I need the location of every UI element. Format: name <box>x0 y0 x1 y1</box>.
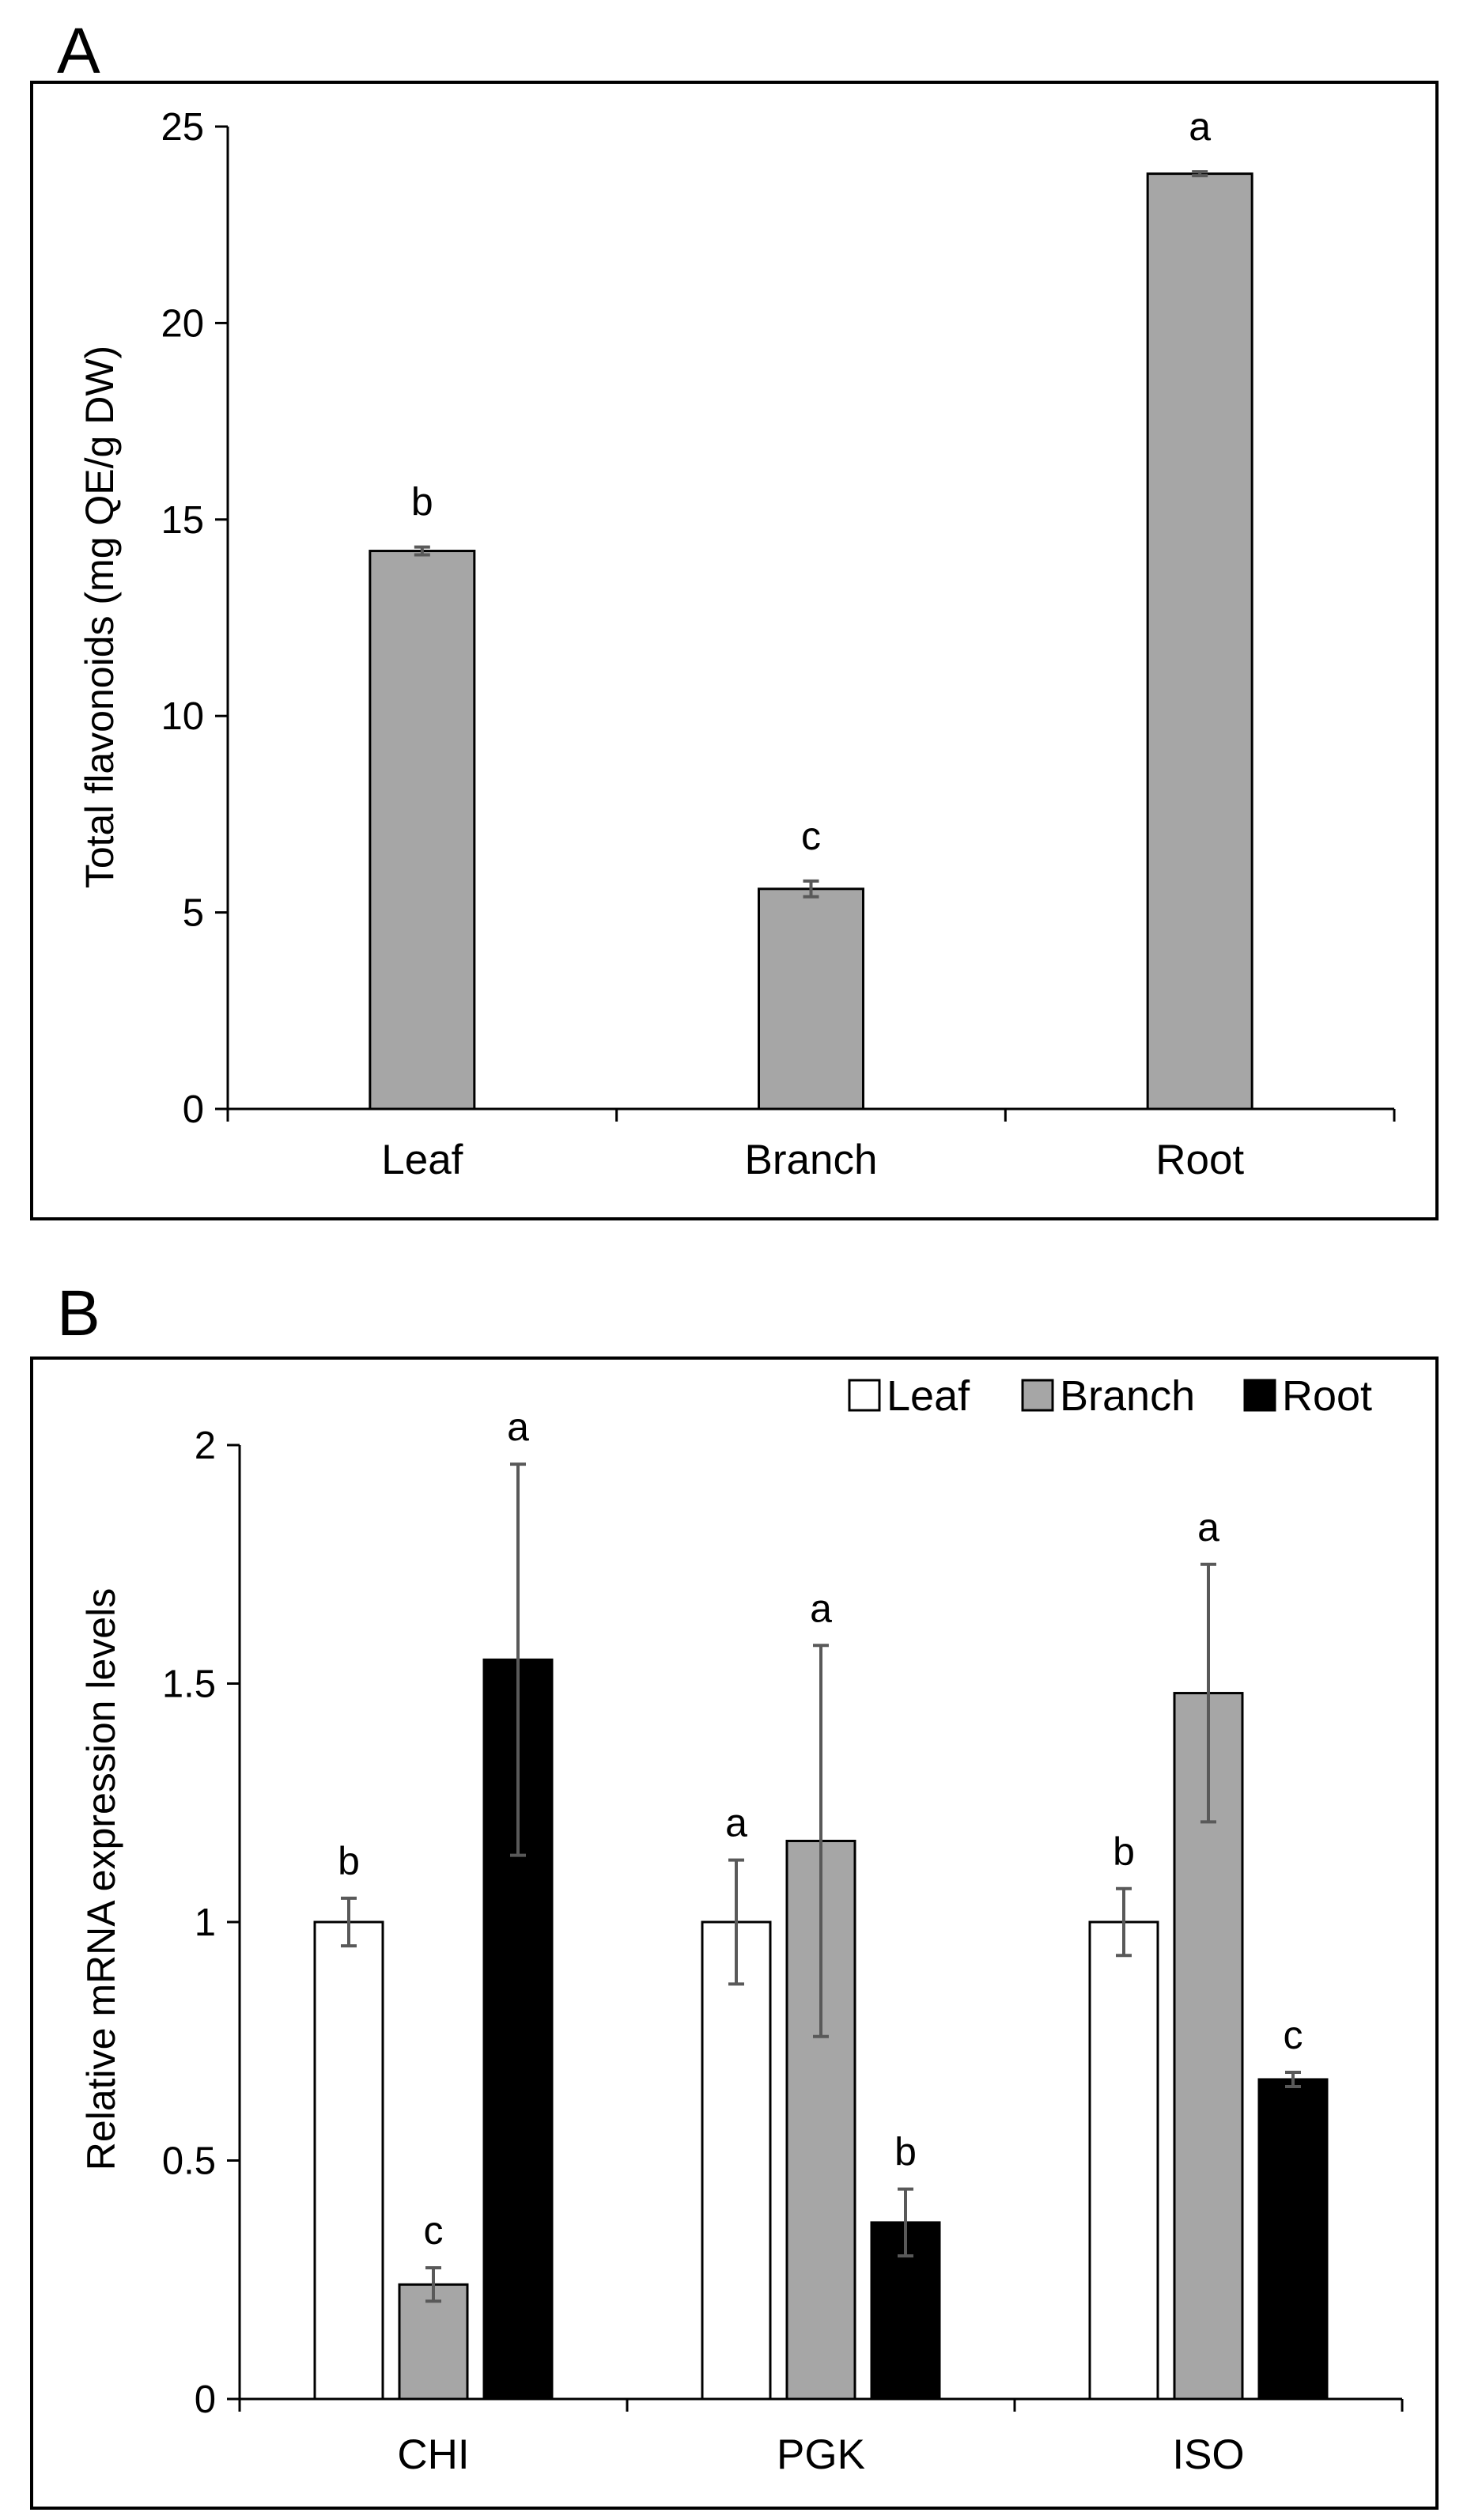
b-significance-label: a <box>810 1586 832 1630</box>
legend-label-root: Root <box>1282 1372 1372 1420</box>
b-x-tick-label-iso: ISO <box>1172 2431 1244 2478</box>
b-x-tick-label-pgk: PGK <box>777 2431 865 2478</box>
panel-b-legend: Leaf Branch Root <box>848 1372 1372 1420</box>
a-bar-branch <box>758 887 864 1111</box>
a-y-tick-label: 25 <box>161 106 204 149</box>
a-bar-root <box>1146 172 1253 1111</box>
b-significance-label: c <box>1284 2013 1303 2057</box>
a-x-tick-label-leaf: Leaf <box>381 1137 463 1183</box>
b-y-tick-label: 1 <box>195 1901 216 1944</box>
b-x-tick-label-chi: CHI <box>397 2431 469 2478</box>
legend-swatch-branch <box>1021 1379 1054 1412</box>
panel-b: B Relative mRNA expression levels 0 0.5 1 1… <box>30 1277 1439 2510</box>
b-y-tick-label: 2 <box>195 1425 216 1467</box>
b-significance-label: b <box>338 1839 360 1883</box>
b-bar-chi-leaf <box>313 1920 384 2401</box>
b-significance-label: b <box>1113 1829 1135 1874</box>
a-x-tick-label-root: Root <box>1155 1137 1244 1183</box>
panel-a-plot-area: 0 5 10 15 20 25 b Leaf c Branch a Root <box>161 104 1396 1183</box>
b-bar-iso-leaf <box>1088 1920 1159 2401</box>
a-significance-label: c <box>801 814 821 858</box>
a-significance-label: b <box>411 480 433 524</box>
panel-a-frame <box>30 81 1439 1220</box>
a-y-tick-label: 0 <box>183 1088 204 1131</box>
b-bar-iso-root <box>1257 2078 1329 2401</box>
b-y-tick-label: 1.5 <box>162 1663 216 1706</box>
b-bar-chi-branch <box>398 2283 469 2401</box>
b-y-tick-label: 0.5 <box>162 2140 216 2183</box>
b-significance-label: a <box>725 1801 747 1845</box>
b-significance-label: c <box>424 2208 444 2253</box>
panel-b-letter: B <box>57 1277 100 1349</box>
b-significance-label: a <box>1197 1505 1219 1549</box>
legend-swatch-root <box>1243 1379 1276 1412</box>
a-y-tick-label: 20 <box>161 302 204 345</box>
b-bar-pgk-leaf <box>701 1920 772 2401</box>
panel-a-y-axis-label: Total flavonoids (mg QE/g DW) <box>78 346 122 888</box>
b-y-tick-label: 0 <box>195 2378 216 2421</box>
panel-b-frame <box>30 1356 1439 2510</box>
legend-swatch-leaf <box>848 1379 881 1412</box>
b-significance-label: b <box>894 2130 917 2174</box>
a-significance-label: a <box>1189 104 1211 149</box>
a-y-tick-label: 15 <box>161 499 204 542</box>
panel-a-letter: A <box>57 15 100 87</box>
a-x-tick-label-branch: Branch <box>745 1137 878 1183</box>
legend-label-branch: Branch <box>1060 1372 1195 1420</box>
panel-b-plot-area: 0 0.5 1 1.5 2 b c a CHI a a b PGK b a c ISO <box>162 1405 1404 2478</box>
b-significance-label: a <box>507 1405 529 1449</box>
panel-a: A Total flavonoids (mg QE/g DW) 0 5 10 15 20… <box>30 15 1439 1220</box>
a-bar-leaf <box>369 550 476 1111</box>
a-y-tick-label: 10 <box>161 695 204 738</box>
a-y-tick-label: 5 <box>183 892 204 935</box>
panel-b-y-axis-label: Relative mRNA expression levels <box>79 1588 123 2170</box>
legend-label-leaf: Leaf <box>887 1372 970 1420</box>
